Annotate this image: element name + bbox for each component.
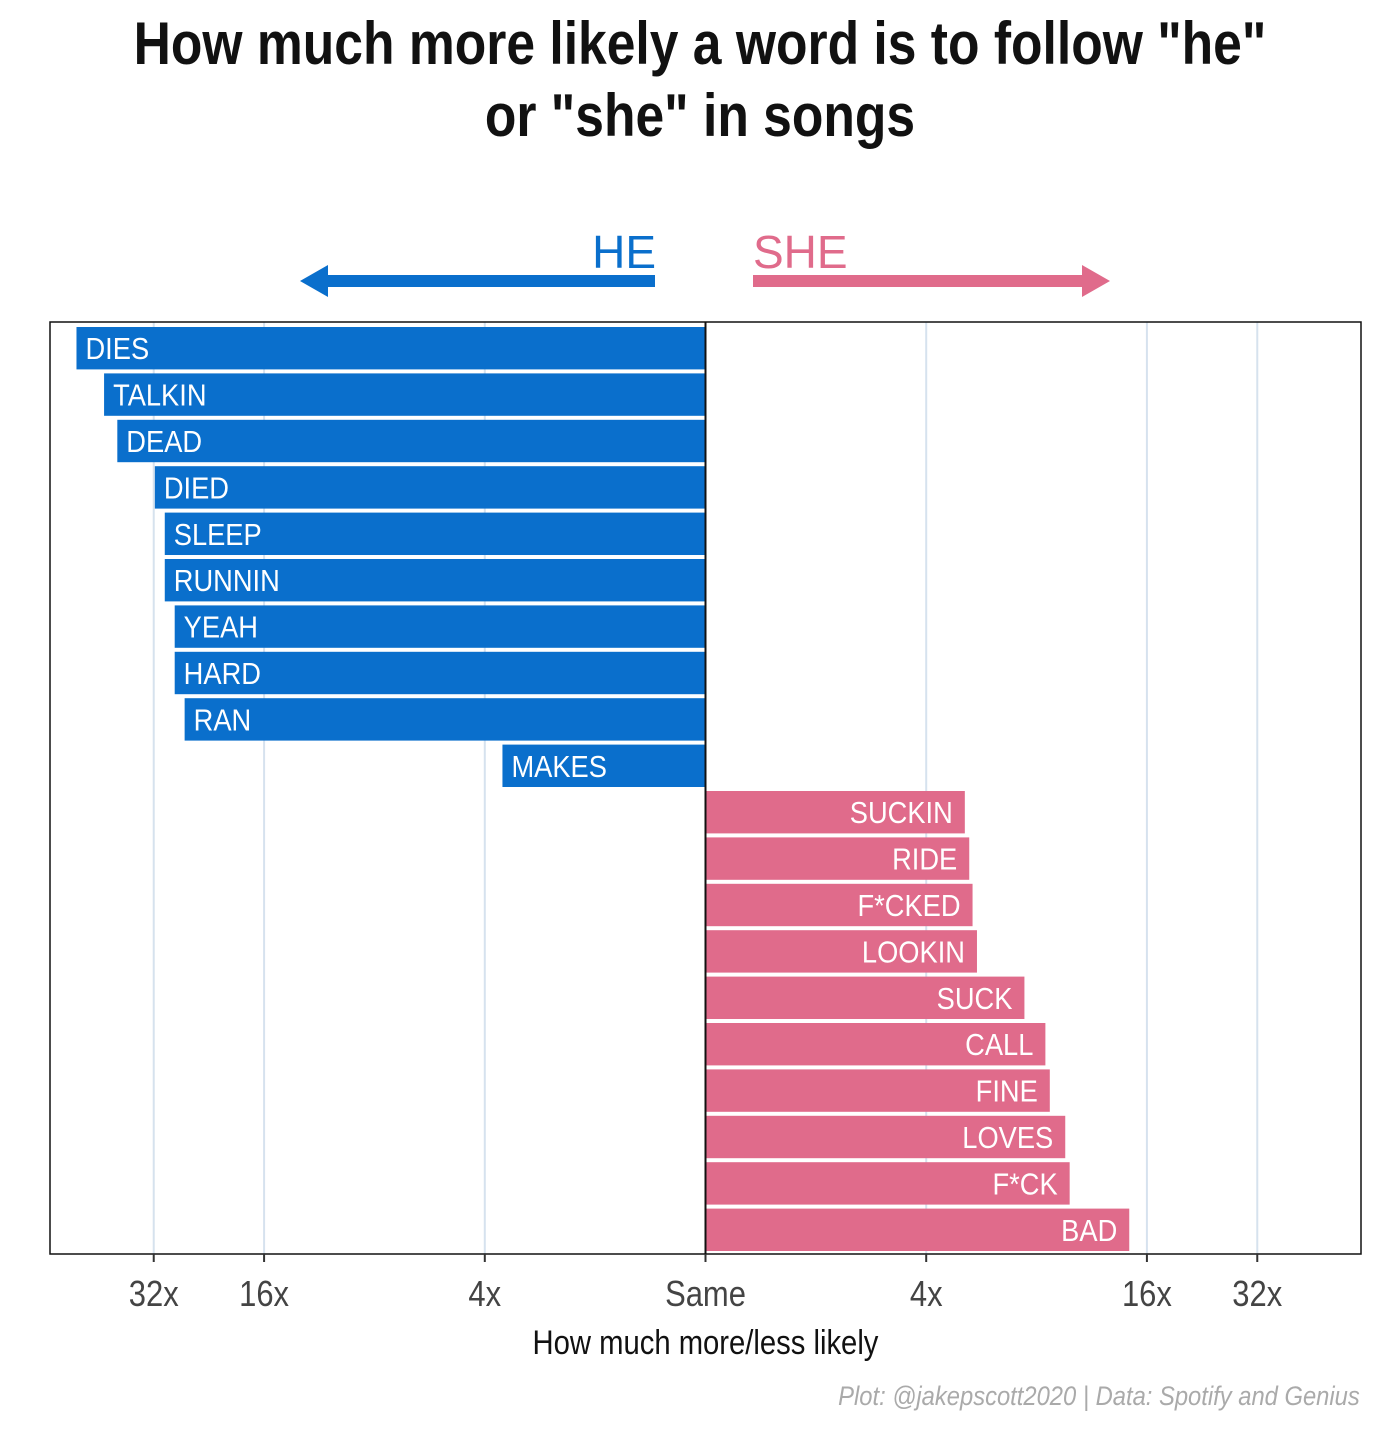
bar-label-he-makes: MAKES: [511, 750, 606, 784]
bar-she-ride: [705, 837, 970, 880]
bar-she-suck: [705, 976, 1025, 1019]
bar-label-she-fcked: F*CKED: [858, 889, 961, 923]
bar-he-ran: [184, 698, 706, 741]
bar-he-dies: [76, 327, 706, 370]
bar-label-she-bad: BAD: [1061, 1214, 1117, 1248]
legend-he-arrow-head: [300, 265, 328, 297]
x-tick-label-2: 4x: [468, 1275, 501, 1315]
bar-she-loves: [705, 1115, 1066, 1159]
bar-he-yeah: [174, 605, 706, 648]
bar-she-fcked: [705, 883, 973, 927]
bar-labels: DIES TALKIN DEAD DIED SLEEP RUNNIN YEAH HARD RAN…: [85, 333, 1117, 1249]
bar-he-talkin: [104, 373, 706, 416]
bar-label-she-lookin: LOOKIN: [862, 936, 965, 970]
x-tick-label-1: 16x: [239, 1275, 289, 1315]
chart-title: How much more likely a word is to follow…: [98, 8, 1302, 152]
x-tick-label-0: 32x: [129, 1275, 179, 1315]
bar-she-lookin: [705, 930, 977, 973]
bar-she-fine: [705, 1069, 1050, 1112]
x-tick-label-5: 16x: [1122, 1275, 1172, 1315]
bar-he-runnin: [164, 559, 706, 602]
bar-label-he-sleep: SLEEP: [174, 518, 262, 552]
legend: HE SHE: [300, 226, 1110, 297]
bar-she-bad: [705, 1208, 1130, 1251]
bar-he-makes: [502, 744, 706, 787]
bar-he-died: [154, 466, 706, 509]
bar-she-call: [705, 1023, 1046, 1066]
bar-label-he-runnin: RUNNIN: [174, 565, 280, 599]
bar-label-he-talkin: TALKIN: [113, 379, 206, 413]
bar-she-fck: [705, 1162, 1070, 1205]
legend-she-arrow-head: [1082, 265, 1110, 297]
bar-label-she-loves: LOVES: [962, 1121, 1053, 1155]
bar-label-he-ran: RAN: [194, 704, 252, 738]
bar-she-suckin: [705, 791, 965, 834]
bar-he-sleep: [164, 512, 706, 555]
x-tick-label-4: 4x: [910, 1275, 943, 1315]
x-axis: 32x 16x 4x Same 4x 16x 32x How much more/less l…: [49, 321, 1362, 1362]
x-axis-title: How much more/less likely: [533, 1323, 879, 1362]
source-caption: Plot: @jakepscott2020 | Data: Spotify an…: [838, 1381, 1360, 1411]
bar-label-he-dead: DEAD: [126, 425, 202, 459]
chart-title-line-1: How much more likely a word is to follow…: [133, 10, 1267, 77]
bar-label-she-ride: RIDE: [892, 843, 957, 877]
bar-label-she-call: CALL: [965, 1029, 1033, 1063]
bar-label-she-suck: SUCK: [937, 982, 1013, 1016]
bar-label-he-dies: DIES: [85, 333, 149, 367]
legend-he-label: HE: [592, 226, 656, 278]
bar-label-she-fine: FINE: [976, 1075, 1038, 1109]
bar-he-hard: [174, 651, 706, 695]
x-tick-label-6: 32x: [1232, 1275, 1282, 1315]
bars: [76, 327, 1130, 1251]
bar-label-he-hard: HARD: [184, 657, 261, 691]
bar-label-he-yeah: YEAH: [184, 611, 258, 645]
legend-she-label: SHE: [753, 226, 848, 278]
bar-label-she-fck: F*CK: [993, 1168, 1059, 1202]
bar-label-he-died: DIED: [164, 472, 229, 506]
chart-title-line-2: or "she" in songs: [484, 82, 916, 149]
legend-she-arrow-shaft: [753, 275, 1086, 287]
bar-label-she-suckin: SUCKIN: [850, 797, 953, 831]
bar-he-dead: [117, 419, 706, 463]
x-tick-label-3: Same: [665, 1275, 746, 1315]
legend-he-arrow-shaft: [322, 275, 655, 287]
